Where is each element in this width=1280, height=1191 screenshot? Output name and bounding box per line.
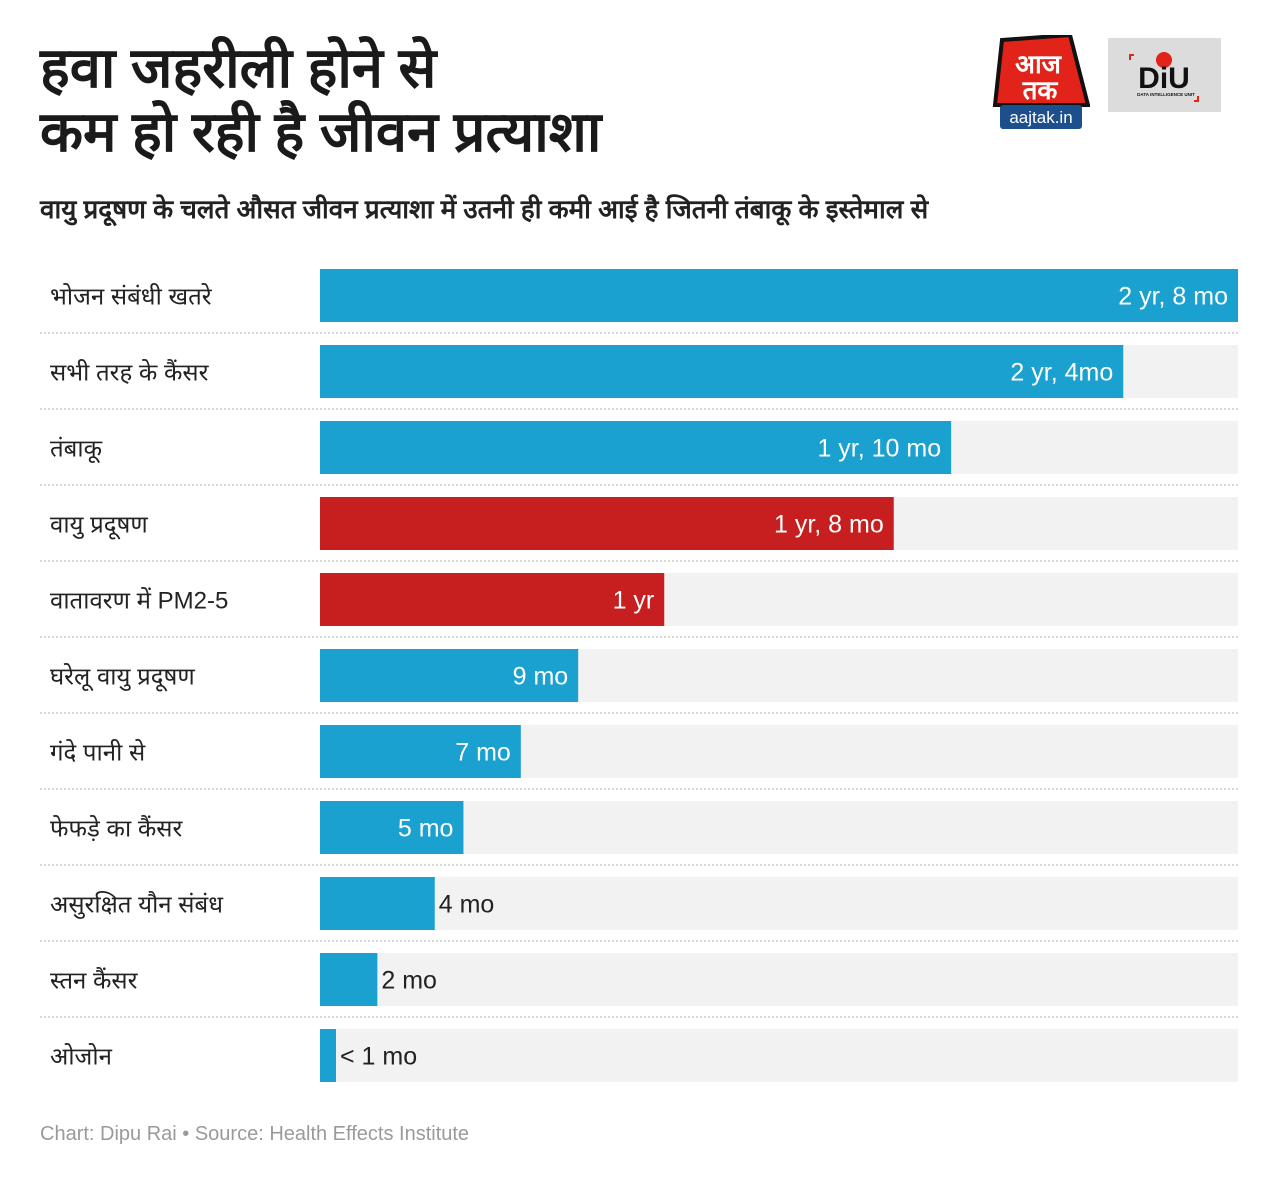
title-line-2: कम हो रही है जीवन प्रत्याशा — [40, 100, 602, 163]
bar — [320, 269, 1238, 322]
value-label: 1 yr, 8 mo — [774, 511, 884, 539]
value-label: 2 yr, 8 mo — [1118, 283, 1228, 311]
category-label: गंदे पानी से — [50, 739, 146, 767]
bar — [320, 1029, 336, 1082]
value-label: < 1 mo — [340, 1043, 417, 1071]
category-label: असुरक्षित यौन संबंध — [50, 891, 224, 920]
bar — [320, 345, 1124, 398]
bar-track — [320, 877, 1238, 930]
category-label: वातावरण में PM2-5 — [50, 587, 228, 615]
bar — [320, 877, 435, 930]
bar — [320, 649, 579, 702]
bar-track — [320, 801, 1238, 854]
svg-text:DiU: DiU — [1138, 62, 1190, 95]
value-label: 2 mo — [381, 967, 437, 995]
value-label: 4 mo — [439, 891, 495, 919]
bar — [320, 725, 521, 778]
aajtak-logo: आज तक aajtak.in — [992, 35, 1090, 129]
value-label: 5 mo — [398, 815, 454, 843]
value-label: 1 yr, 10 mo — [817, 435, 941, 463]
title-line-1: हवा जहरीली होने से — [40, 36, 437, 99]
svg-text:आज: आज — [1015, 49, 1063, 79]
bar — [320, 573, 665, 626]
category-label: घरेलू वायु प्रदूषण — [50, 663, 195, 693]
bar — [320, 497, 894, 550]
value-label: 7 mo — [455, 739, 511, 767]
bar — [320, 801, 464, 854]
category-label: भोजन संबंधी खतरे — [50, 283, 213, 311]
chart-title: हवा जहरीली होने से कम हो रही है जीवन प्र… — [40, 36, 601, 164]
value-label: 2 yr, 4mo — [1010, 359, 1113, 387]
svg-text:aajtak.in: aajtak.in — [1009, 108, 1072, 127]
category-label: तंबाकू — [50, 436, 103, 464]
diu-logo: DiU DATA INTELLIGENCE UNIT — [1108, 38, 1221, 112]
value-label: 9 mo — [513, 663, 569, 691]
category-label: सभी तरह के कैंसर — [50, 359, 210, 387]
bar-track — [320, 953, 1238, 1006]
chart-subtitle: वायु प्रदूषण के चलते औसत जीवन प्रत्याशा … — [40, 194, 929, 224]
category-label: ओजोन — [50, 1043, 113, 1071]
category-label: फेफड़े का कैंसर — [50, 815, 183, 843]
category-label: स्तन कैंसर — [50, 967, 139, 995]
bar — [320, 421, 952, 474]
category-label: वायु प्रदूषण — [50, 512, 148, 541]
svg-text:तक: तक — [1022, 75, 1059, 105]
bar — [320, 953, 378, 1006]
chart-footer: Chart: Dipu Rai • Source: Health Effects… — [40, 1123, 470, 1145]
svg-text:DATA INTELLIGENCE UNIT: DATA INTELLIGENCE UNIT — [1137, 92, 1195, 97]
bar-track — [320, 1029, 1238, 1082]
value-label: 1 yr — [613, 587, 655, 615]
